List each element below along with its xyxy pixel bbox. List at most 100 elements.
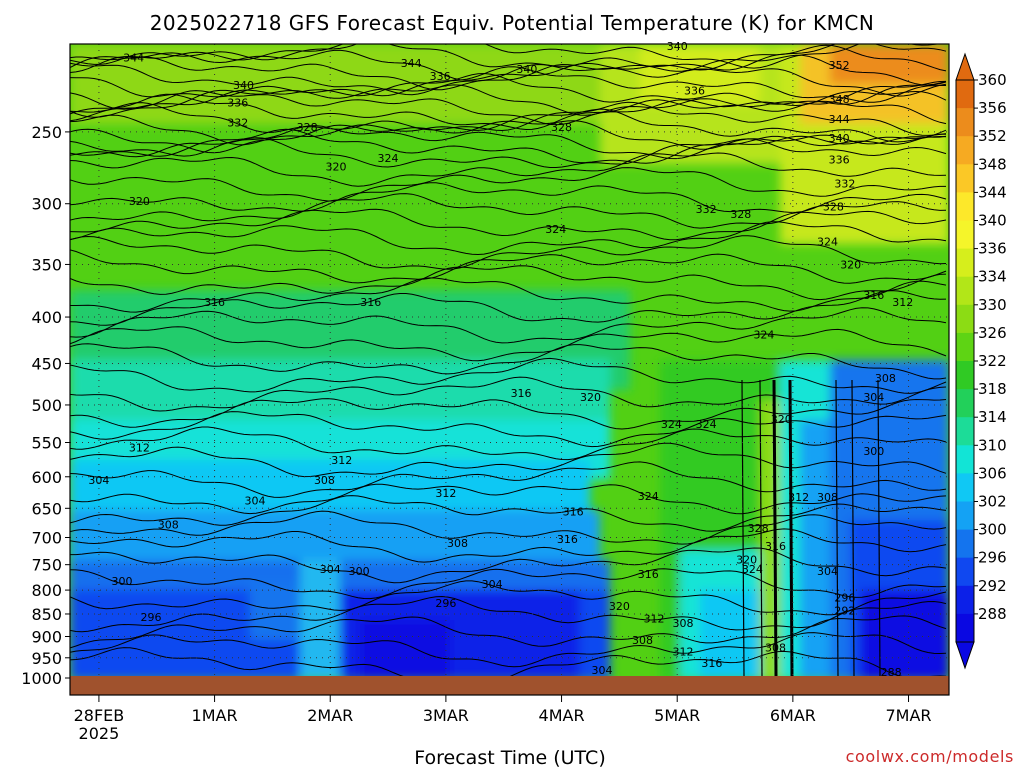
- contour-line: [70, 265, 947, 301]
- contour-line: [70, 72, 947, 110]
- colorbar-swatch: [956, 332, 974, 362]
- colorbar-swatch: [956, 192, 974, 221]
- colorbar-bottom-arrow: [955, 641, 975, 670]
- contour-line: [70, 357, 947, 394]
- contour-label: 328: [297, 121, 318, 134]
- contour-line: [70, 326, 947, 362]
- contour-line: [772, 379, 778, 677]
- colorbar-swatch: [956, 164, 974, 193]
- y-tick-label: 700: [31, 528, 62, 547]
- contour-line: [70, 93, 947, 131]
- y-tick-label: 600: [31, 468, 62, 487]
- colorbar-swatch: [956, 248, 974, 278]
- colorbar-swatch: [956, 613, 974, 643]
- contour-label: 312: [331, 454, 352, 467]
- colorbar-label: 306: [978, 464, 1007, 482]
- ground-surface: [70, 676, 949, 695]
- colorbar-swatch: [956, 276, 974, 306]
- colorbar-swatch: [956, 473, 974, 502]
- colorbar-swatch: [956, 80, 974, 109]
- contour-line: [70, 595, 947, 633]
- contour-line: [70, 152, 947, 187]
- contour-label: 324: [661, 418, 682, 431]
- contour-label: 340: [233, 79, 254, 92]
- contour-label: 328: [551, 121, 572, 134]
- contour-label: 340: [829, 132, 850, 145]
- contour-label: 308: [817, 491, 838, 504]
- contour-line: [70, 426, 947, 461]
- contour-line: [70, 167, 946, 202]
- plot-background: [70, 44, 949, 678]
- x-tick-label: 7MAR: [885, 706, 931, 725]
- contour-label: 316: [863, 289, 884, 302]
- contour-label: 324: [545, 223, 566, 236]
- contour-label: 304: [88, 474, 109, 487]
- contour-label: 300: [349, 565, 370, 578]
- contour-label: 308: [314, 474, 335, 487]
- colorbar-label: 302: [978, 493, 1007, 511]
- x-tick-label: 6MAR: [770, 706, 816, 725]
- contour-label: 320: [326, 161, 347, 174]
- contour-label: 308: [447, 537, 468, 550]
- contour-line: [70, 182, 947, 213]
- contour-label: 344: [123, 52, 144, 65]
- contour-line: [70, 442, 947, 478]
- contour-label: 296: [834, 591, 855, 604]
- contour-label: 320: [771, 413, 792, 426]
- contour-line: [70, 235, 947, 270]
- contour-label: 324: [378, 152, 399, 165]
- colorbar-label: 296: [978, 549, 1007, 567]
- colorbar-swatch: [956, 529, 974, 559]
- y-tick-label: 300: [31, 195, 62, 214]
- contour-label: 316: [360, 296, 381, 309]
- colorbar-label: 348: [978, 155, 1007, 173]
- contour-line: [70, 44, 947, 73]
- contour-label: 328: [730, 208, 751, 221]
- contour-label: 304: [863, 391, 884, 404]
- colorbar-swatch: [956, 136, 974, 165]
- contour-label: 344: [829, 113, 850, 126]
- y-tick-label: 1000: [21, 669, 62, 688]
- contour-label: 312: [644, 613, 665, 626]
- contour-line: [70, 221, 947, 256]
- contour-label: 296: [435, 597, 456, 610]
- contour-label: 316: [204, 296, 225, 309]
- contour-label: 324: [817, 235, 838, 248]
- contour-label: 324: [696, 418, 717, 431]
- contour-label: 308: [158, 518, 179, 531]
- contour-label: 316: [557, 533, 578, 546]
- contour-label: 328: [748, 522, 769, 535]
- x-tick-label: 3MAR: [423, 706, 469, 725]
- contour-label: 332: [834, 178, 855, 191]
- contour-line: [851, 379, 855, 677]
- contour-line: [70, 615, 947, 649]
- y-tick-label: 800: [31, 581, 62, 600]
- x-tick-label: 2MAR: [307, 706, 353, 725]
- y-tick-label: 400: [31, 308, 62, 327]
- colorbar-label: 340: [978, 212, 1007, 230]
- chart-title: 2025022718 GFS Forecast Equiv. Potential…: [150, 11, 875, 35]
- contour-label: 320: [840, 258, 861, 271]
- contour-label: 340: [667, 40, 688, 53]
- y-tick-label: 850: [31, 605, 62, 624]
- contour-label: 308: [632, 634, 653, 647]
- y-tick-label: 350: [31, 255, 62, 274]
- contour-label: 324: [742, 563, 763, 576]
- contour-label: 316: [638, 568, 659, 581]
- contour-line: [835, 379, 839, 677]
- colorbar-label: 356: [978, 99, 1007, 117]
- y-tick-label: 550: [31, 433, 62, 452]
- contour-label: 304: [482, 578, 503, 591]
- contour-label: 316: [701, 657, 722, 670]
- contour-line: [70, 376, 947, 412]
- contour-label: 312: [672, 646, 693, 659]
- colorbar-label: 288: [978, 605, 1007, 623]
- contour-line: [70, 510, 947, 545]
- contour-label: 296: [140, 611, 161, 624]
- colorbar-swatch: [956, 220, 974, 250]
- colorbar-swatch: [956, 304, 974, 334]
- contour-line: [788, 379, 794, 677]
- contour-line: [70, 398, 947, 430]
